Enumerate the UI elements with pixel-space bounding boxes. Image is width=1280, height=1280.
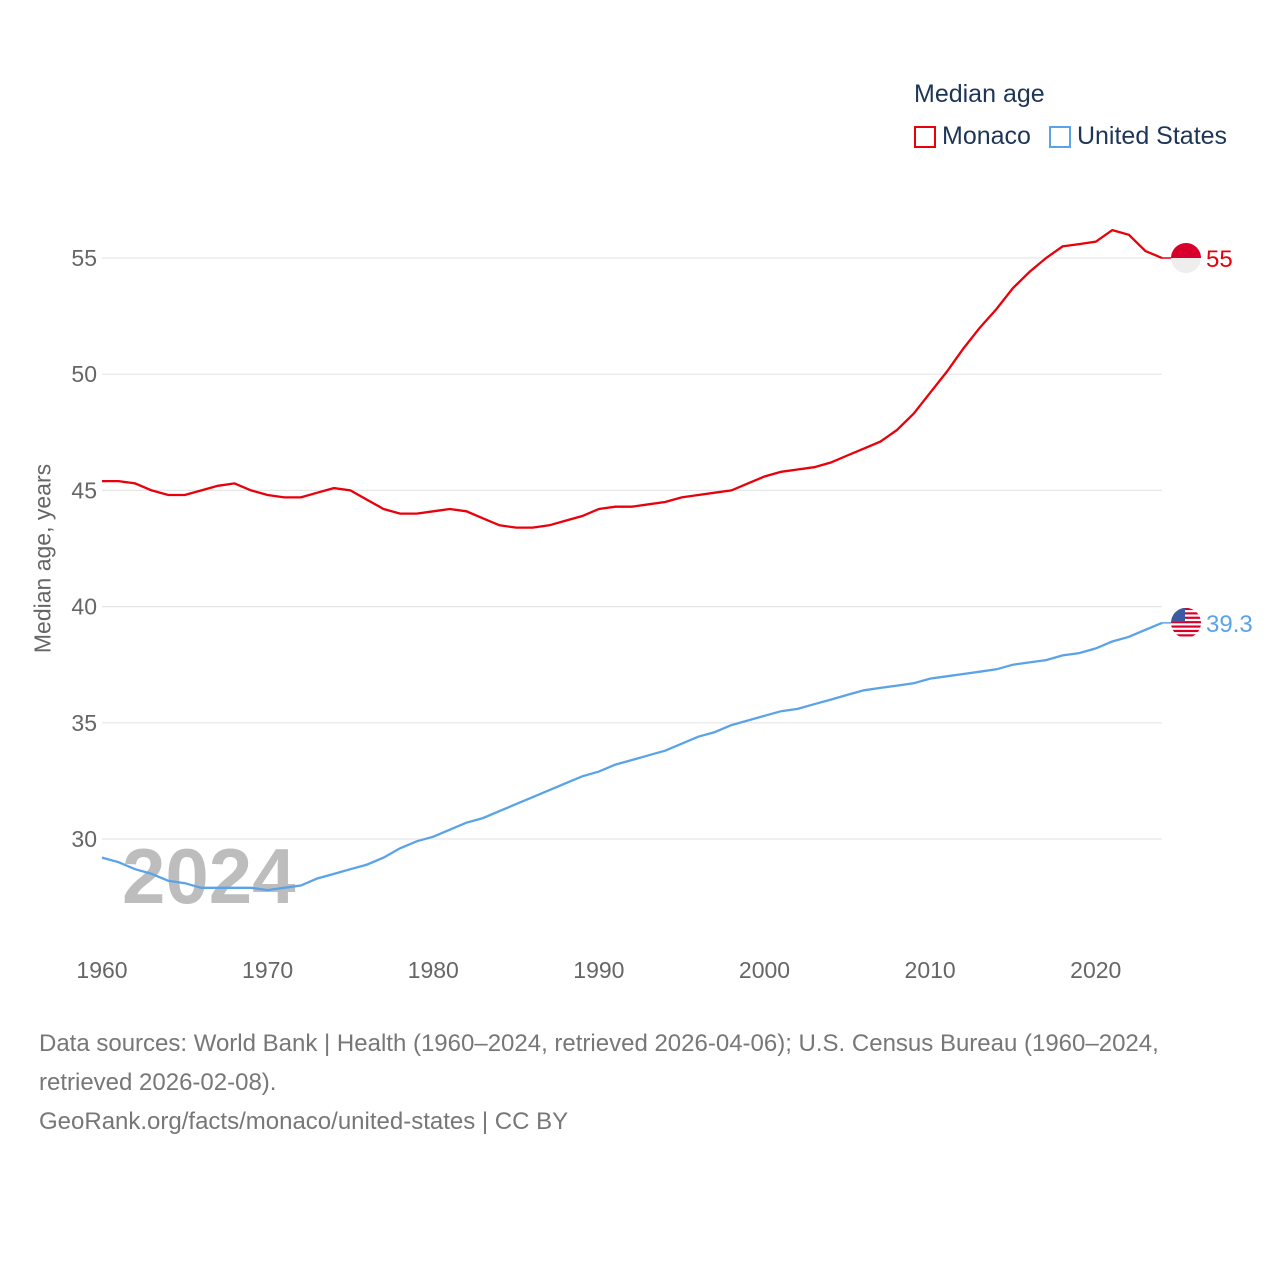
y-tick-label: 55 (71, 245, 97, 271)
series-line-united-states (101, 621, 1163, 892)
year-overlay: 2024 (122, 832, 296, 920)
x-tick-label: 2010 (905, 957, 956, 983)
legend-label: United States (1076, 122, 1228, 150)
y-tick-label: 40 (71, 594, 97, 620)
series-line-monaco (102, 228, 1163, 529)
legend: Monaco United States (914, 122, 1227, 151)
monaco-flag-icon (1171, 243, 1201, 273)
attribution-link[interactable]: GeoRank.org/facts/monaco/united-states |… (39, 1108, 569, 1135)
x-tick-label: 2000 (739, 957, 790, 983)
end-value-label: 55 (1206, 246, 1233, 273)
x-tick-label: 1970 (242, 957, 293, 983)
end-value-label: 39.3 (1206, 611, 1253, 638)
x-tick-label: 2020 (1070, 957, 1121, 983)
y-tick-label: 45 (71, 477, 97, 503)
y-tick-label: 35 (71, 710, 97, 736)
x-tick-label: 1980 (408, 957, 459, 983)
x-tick-label: 1990 (573, 957, 624, 983)
legend-swatch (1048, 125, 1071, 148)
legend-label: Monaco (942, 122, 1031, 150)
y-axis-label: Median age, years (29, 463, 56, 654)
data-sources: Data sources: World Bank | Health (1960–… (39, 1030, 1159, 1096)
legend-swatch (914, 125, 936, 148)
us-flag-icon (1171, 607, 1201, 638)
y-tick-label: 30 (71, 826, 97, 852)
legend-item-united-states[interactable]: United States (1048, 122, 1228, 151)
legend-item-monaco[interactable]: Monaco (914, 122, 1031, 151)
x-tick-label: 1960 (76, 957, 127, 983)
footer: Data sources: World Bank | Health (1960–… (39, 1024, 1249, 1141)
legend-title: Median age (914, 80, 1045, 108)
y-tick-label: 50 (71, 361, 97, 387)
